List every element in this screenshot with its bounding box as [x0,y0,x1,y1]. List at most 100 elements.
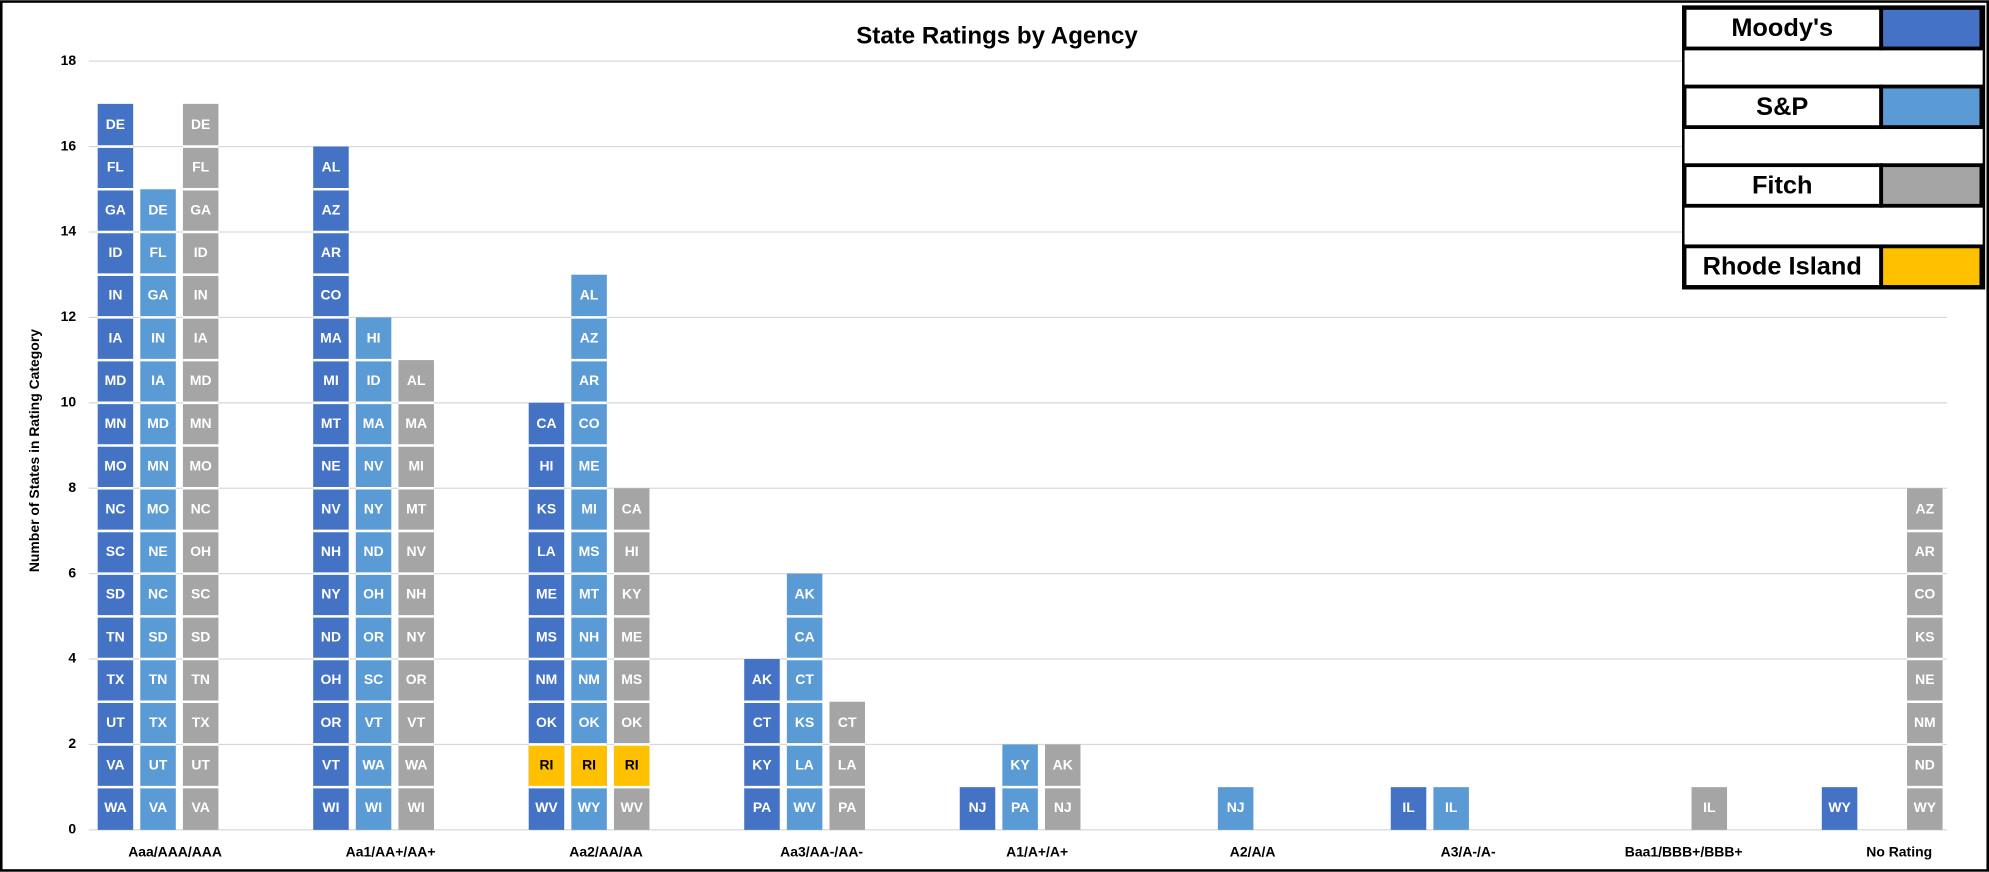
state-label: NM [1914,714,1936,730]
state-label: ND [364,543,384,559]
bar [182,103,219,830]
state-label: GA [148,287,169,303]
state-label: IN [194,287,208,303]
state-label: ID [367,372,381,388]
state-label: AZ [1916,500,1935,516]
state-label: OK [536,714,557,730]
state-label: NY [321,586,341,602]
state-label: OH [363,586,384,602]
state-label: MA [405,415,427,431]
legend-cell [1682,84,1884,130]
state-label: AR [579,372,599,388]
state-label: NH [579,628,599,644]
state-label: MD [147,415,169,431]
state-label: NE [1915,671,1934,687]
state-label: ME [579,458,600,474]
bar [1390,787,1427,830]
state-label: PA [838,799,856,815]
state-label: WY [1828,799,1851,815]
state-label: ND [1915,756,1935,772]
x-tick-label: Aa3/AA-/AA- [780,843,863,859]
y-tick-label: 12 [61,308,77,324]
x-tick-label: A3/A-/A- [1441,843,1496,859]
state-label: OH [320,671,341,687]
highlight-segment [613,744,650,788]
bar [1691,787,1728,830]
state-label: TX [192,714,211,730]
state-label: KS [795,714,814,730]
state-label: IA [108,329,122,345]
state-label: IL [1703,799,1716,815]
state-label: NC [105,500,125,516]
state-label: ME [621,628,642,644]
state-label: ID [108,244,122,260]
state-label: AK [795,586,815,602]
state-label: LA [795,756,814,772]
y-tick-label: 8 [68,479,76,495]
state-label: OR [406,671,427,687]
state-label: ND [321,628,341,644]
state-label: IL [1402,799,1415,815]
state-label: NY [364,500,384,516]
state-label: IA [151,372,165,388]
state-label: GA [105,201,126,217]
legend-swatch [1879,244,1984,289]
state-label: MT [321,415,342,431]
state-label: HI [539,458,553,474]
state-label: RI [625,756,639,772]
state-label: KY [1010,756,1030,772]
state-label: NC [148,586,168,602]
state-label: MA [363,415,385,431]
state-label: SD [148,628,167,644]
state-label: WA [405,756,427,772]
legend-box [1682,5,1986,290]
state-label: AZ [580,329,599,345]
legend-swatch [1879,163,1984,208]
x-tick-label: Baa1/BBB+/BBB+ [1625,843,1743,859]
state-label: NH [406,586,426,602]
state-label: AL [580,287,599,303]
state-label: MD [190,372,212,388]
state-label: NJ [1227,799,1245,815]
state-label: TN [191,671,210,687]
state-label: RI [582,756,596,772]
bar [1821,787,1858,830]
state-label: CO [320,287,341,303]
state-label: CT [795,671,814,687]
legend-label: Fitch [1752,171,1813,199]
state-label: MA [320,329,342,345]
state-label: CA [795,628,815,644]
x-tick-label: Aaa/AAA/AAA [128,843,222,859]
state-label: NM [578,671,600,687]
state-label: VA [106,756,124,772]
state-label: TX [149,714,168,730]
state-label: DE [148,201,167,217]
state-label: KS [1915,628,1934,644]
state-label: NE [148,543,167,559]
state-label: KS [537,500,556,516]
state-label: NV [321,500,341,516]
state-label: FL [150,244,168,260]
state-label: AK [1053,756,1073,772]
state-label: IN [108,287,122,303]
state-label: WA [362,756,384,772]
state-label: TN [106,628,125,644]
state-label: HI [625,543,639,559]
state-label: SD [191,628,210,644]
state-label: IL [1445,799,1458,815]
bar [140,189,176,830]
legend-label: S&P [1756,93,1808,121]
state-label: ME [536,586,557,602]
state-label: AR [1915,543,1935,559]
state-label: OR [363,628,384,644]
state-label: MT [406,500,427,516]
state-label: PA [753,799,771,815]
state-label: CT [753,714,772,730]
state-label: LA [838,756,857,772]
y-tick-label: 4 [68,650,76,666]
state-label: VT [365,714,383,730]
state-label: AR [321,244,341,260]
state-label: NM [536,671,558,687]
x-tick-label: A2/A/A [1230,843,1276,859]
state-label: TX [107,671,126,687]
